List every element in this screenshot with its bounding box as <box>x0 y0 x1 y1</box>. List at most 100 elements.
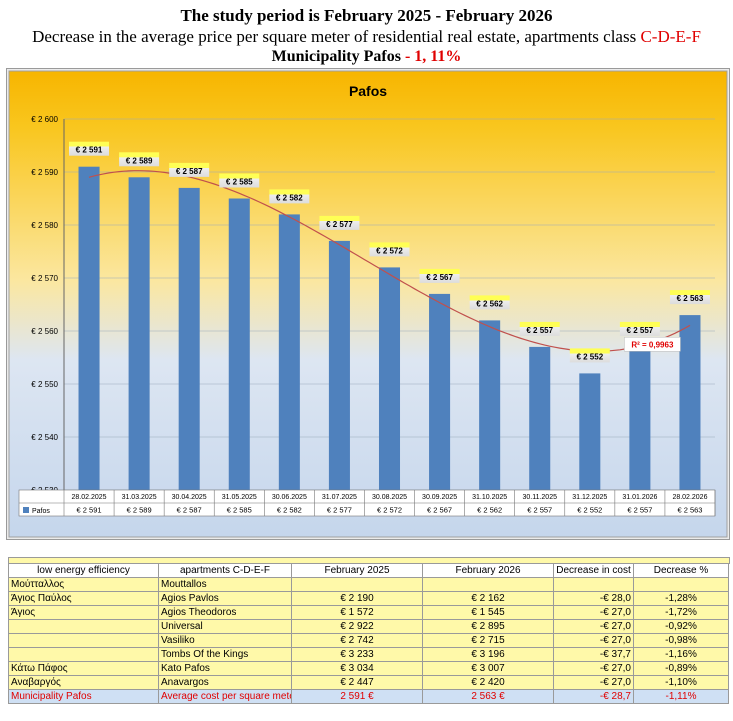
data-label-bg <box>119 152 160 167</box>
col-header-apartments: apartments C-D-E-F <box>158 563 292 578</box>
y-tick-label: € 2 560 <box>31 327 58 336</box>
table-cell: Tombs Of the Kings <box>158 647 292 662</box>
table-cell: Universal <box>158 619 292 634</box>
data-label: € 2 587 <box>176 167 203 176</box>
x-tick-label: 31.10.2025 <box>472 494 507 501</box>
table-row: Άγιος Παύλος Agios Pavlos € 2 190 € 2 162 -€… <box>8 591 729 606</box>
data-table-value: € 2 589 <box>127 506 152 515</box>
price-table: low energy efficiency apartments C-D-E-F… <box>8 563 729 704</box>
data-table-value: € 2 587 <box>177 506 202 515</box>
table-cell: -1,10% <box>633 675 729 690</box>
table-cell <box>8 619 159 634</box>
total-feb-2025: 2 591 € <box>291 689 423 704</box>
x-tick-label: 30.11.2025 <box>522 494 557 501</box>
table-cell: € 2 922 <box>291 619 423 634</box>
data-label-bg <box>619 321 660 336</box>
bar <box>228 198 250 490</box>
x-tick-label: 30.04.2025 <box>172 494 207 501</box>
x-tick-label: 31.01.2026 <box>622 494 657 501</box>
table-cell <box>291 577 423 592</box>
table-row: Universal € 2 922 € 2 895 -€ 27,0 -0,92% <box>8 619 729 634</box>
bar <box>178 187 200 490</box>
y-tick-label: € 2 590 <box>31 168 58 177</box>
r2-label: R² = 0,9963 <box>631 340 674 349</box>
table-row: Tombs Of the Kings € 3 233 € 3 196 -€ 37,7-… <box>8 647 729 662</box>
table-cell: € 3 007 <box>422 661 554 676</box>
bar <box>378 267 401 490</box>
data-label-bg <box>669 290 710 305</box>
table-cell: Anavargos <box>158 675 292 690</box>
data-label: € 2 552 <box>576 352 603 361</box>
data-label-bg <box>269 189 310 204</box>
col-header-decrease-pct: Decrease % <box>633 563 729 578</box>
table-cell: -1,72% <box>633 605 729 620</box>
table-cell <box>422 577 554 592</box>
table-cell: € 2 715 <box>422 633 554 648</box>
data-table-value: € 2 567 <box>427 506 452 515</box>
data-table-value: € 2 552 <box>577 506 602 515</box>
x-tick-label: 28.02.2025 <box>72 494 107 501</box>
bar <box>629 346 651 490</box>
table-cell: € 1 545 <box>422 605 554 620</box>
data-label: € 2 563 <box>677 294 704 303</box>
table-cell: Agios Pavlos <box>158 591 292 606</box>
subtitle-class: C-D-E-F <box>640 27 701 46</box>
total-decrease-pct: -1,11% <box>633 689 729 704</box>
table-cell: € 2 190 <box>291 591 423 606</box>
legend-series-name: Pafos <box>32 508 50 515</box>
subtitle-text: Decrease in the average price per square… <box>32 27 641 46</box>
bar <box>429 293 451 490</box>
x-tick-label: 30.08.2025 <box>372 494 407 501</box>
table-cell <box>8 647 159 662</box>
table-cell: Κάτω Πάφος <box>8 661 159 676</box>
data-label: € 2 582 <box>276 193 303 202</box>
data-table-value: € 2 577 <box>327 506 352 515</box>
y-tick-label: € 2 570 <box>31 274 58 283</box>
y-tick-label: € 2 540 <box>31 433 58 442</box>
study-period-title: The study period is February 2025 - Febr… <box>180 6 553 25</box>
data-label-bg <box>519 321 560 336</box>
x-tick-label: 28.02.2026 <box>672 494 707 501</box>
data-label-bg <box>169 162 210 177</box>
data-label: € 2 557 <box>526 326 553 335</box>
table-cell: Άγιος Παύλος <box>8 591 159 606</box>
data-label: € 2 567 <box>426 273 453 282</box>
x-tick-label: 31.03.2025 <box>122 494 157 501</box>
table-cell: Αναβαργός <box>8 675 159 690</box>
price-chart: Pafos € 2 530€ 2 540€ 2 550€ 2 560€ 2 57… <box>8 70 728 538</box>
table-cell: € 2 895 <box>422 619 554 634</box>
municipality-heading: Municipality Pafos - 1, 11% <box>0 48 733 66</box>
table-cell: -1,28% <box>633 591 729 606</box>
table-cell: -1,16% <box>633 647 729 662</box>
data-label: € 2 557 <box>627 326 654 335</box>
data-table-value: € 2 591 <box>77 506 102 515</box>
bar <box>78 166 100 490</box>
r2-label-bg <box>624 337 681 352</box>
data-table-value: € 2 572 <box>377 506 402 515</box>
municipality-name: Municipality Pafos <box>271 48 401 65</box>
data-label: € 2 589 <box>126 156 153 165</box>
table-top-band <box>8 557 730 564</box>
data-label-bg <box>569 348 610 363</box>
table-cell: Kato Pafos <box>158 661 292 676</box>
table-cell: € 2 162 <box>422 591 554 606</box>
data-label: € 2 572 <box>376 246 403 255</box>
table-cell <box>553 577 634 592</box>
table-row: Αναβαργός Anavargos € 2 447 € 2 420 -€ 27,0-… <box>8 675 729 690</box>
table-cell: -€ 27,0 <box>553 633 634 648</box>
data-label-bg <box>319 215 360 230</box>
col-header-decrease-cost: Decrease in cost <box>553 563 634 578</box>
col-header-feb-2026: February 2026 <box>422 563 554 578</box>
y-tick-label: € 2 580 <box>31 221 58 230</box>
data-label: € 2 591 <box>76 146 103 155</box>
table-cell: € 2 447 <box>291 675 423 690</box>
bar <box>579 373 601 490</box>
table-cell: € 2 420 <box>422 675 554 690</box>
table-row: Κάτω Πάφος Kato Pafos € 3 034 € 3 007 -€ 27,… <box>8 661 729 676</box>
table-cell: € 3 034 <box>291 661 423 676</box>
total-row: Municipality Pafos Average cost per squa… <box>8 689 729 704</box>
table-cell <box>633 577 729 592</box>
table-cell: -€ 27,0 <box>553 619 634 634</box>
table-cell: Mouttallos <box>158 577 292 592</box>
bar <box>529 346 551 490</box>
